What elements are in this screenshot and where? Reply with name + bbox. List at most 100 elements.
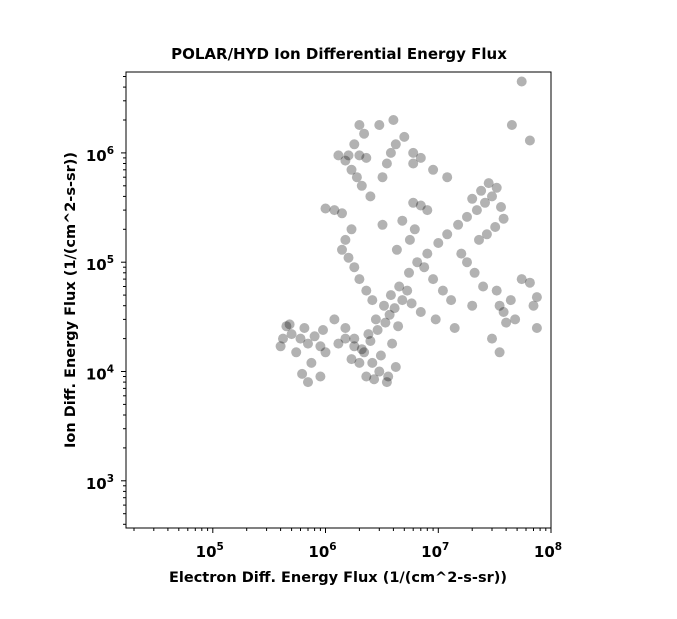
- data-point: [349, 333, 360, 344]
- data-point: [295, 333, 306, 344]
- data-point: [354, 274, 365, 285]
- data-point: [372, 325, 383, 335]
- y-tick-label: 106: [86, 145, 114, 165]
- y-tick-label: 104: [86, 364, 114, 384]
- data-point: [433, 238, 444, 248]
- data-point: [390, 139, 401, 150]
- data-point: [422, 248, 433, 259]
- data-point: [315, 371, 326, 382]
- data-point: [506, 120, 517, 130]
- data-point: [437, 285, 448, 296]
- data-point: [487, 333, 497, 344]
- data-point: [354, 150, 365, 161]
- data-point: [442, 229, 453, 240]
- data-point: [516, 274, 527, 285]
- data-point: [531, 323, 542, 333]
- data-point: [303, 377, 313, 388]
- data-point: [404, 234, 415, 245]
- data-point: [391, 244, 402, 255]
- data-point: [406, 298, 417, 309]
- data-point: [491, 285, 502, 296]
- data-point: [380, 317, 391, 328]
- data-point: [356, 180, 367, 191]
- data-point: [333, 150, 344, 161]
- data-point: [419, 262, 430, 273]
- data-point: [462, 257, 472, 268]
- data-point: [389, 303, 400, 314]
- x-axis-ticks: 105 106 107 108: [133, 528, 562, 561]
- data-point: [309, 331, 320, 342]
- data-point: [496, 202, 506, 212]
- data-point: [415, 152, 426, 163]
- data-point: [408, 197, 419, 208]
- data-point: [306, 357, 317, 368]
- data-point: [377, 172, 388, 183]
- data-point: [340, 323, 351, 333]
- data-point: [299, 323, 310, 333]
- data-point: [501, 317, 512, 328]
- data-point: [365, 336, 376, 346]
- data-point: [340, 234, 351, 245]
- data-point: [351, 172, 362, 183]
- data-point: [365, 191, 376, 202]
- data-point: [349, 139, 360, 150]
- data-point: [442, 172, 453, 183]
- data-point: [297, 368, 308, 379]
- x-tick-label: 107: [421, 541, 449, 561]
- data-point: [367, 357, 378, 368]
- data-point: [356, 344, 367, 355]
- data-point: [333, 338, 344, 349]
- data-point: [361, 285, 372, 296]
- data-point: [402, 285, 413, 296]
- data-point: [412, 257, 423, 268]
- data-point: [363, 329, 374, 340]
- data-point: [394, 281, 405, 292]
- data-point: [408, 158, 419, 169]
- chart-title: POLAR/HYD Ion Differential Energy Flux: [171, 45, 507, 63]
- data-point: [340, 155, 351, 166]
- data-point: [490, 222, 501, 232]
- data-point: [456, 248, 467, 259]
- data-point: [379, 300, 389, 311]
- data-point: [374, 120, 385, 130]
- data-point: [487, 191, 497, 202]
- data-point: [467, 300, 478, 311]
- data-point: [422, 205, 433, 216]
- data-point: [346, 354, 357, 365]
- data-point: [476, 185, 487, 196]
- data-point: [320, 203, 331, 214]
- x-axis-label: Electron Diff. Energy Flux (1/(cm^2-s-sr…: [169, 570, 507, 586]
- data-point: [359, 347, 370, 358]
- y-axis-ticks: 103 104 105 106: [86, 76, 126, 525]
- data-point: [483, 178, 494, 189]
- data-point: [343, 150, 354, 161]
- data-point: [415, 200, 426, 211]
- data-point: [337, 208, 347, 219]
- data-point: [315, 341, 326, 352]
- data-point: [498, 213, 509, 224]
- points-layer: [275, 76, 542, 388]
- data-point: [390, 362, 401, 372]
- plot-frame: [125, 71, 552, 529]
- data-point: [278, 333, 288, 344]
- data-point: [478, 281, 489, 292]
- data-point: [337, 244, 347, 255]
- data-point: [531, 292, 542, 303]
- data-point: [349, 262, 360, 273]
- data-point: [385, 290, 396, 301]
- data-point: [524, 135, 535, 146]
- data-point: [430, 314, 441, 325]
- data-point: [428, 274, 439, 285]
- data-point: [385, 147, 396, 158]
- data-point: [494, 347, 505, 358]
- x-tick-label: 105: [196, 541, 224, 561]
- data-point: [349, 341, 360, 352]
- data-point: [481, 229, 492, 240]
- data-point: [359, 128, 370, 139]
- data-point: [494, 300, 505, 311]
- data-point: [361, 371, 372, 382]
- data-point: [428, 164, 439, 175]
- data-point: [346, 164, 357, 175]
- data-point: [510, 314, 521, 325]
